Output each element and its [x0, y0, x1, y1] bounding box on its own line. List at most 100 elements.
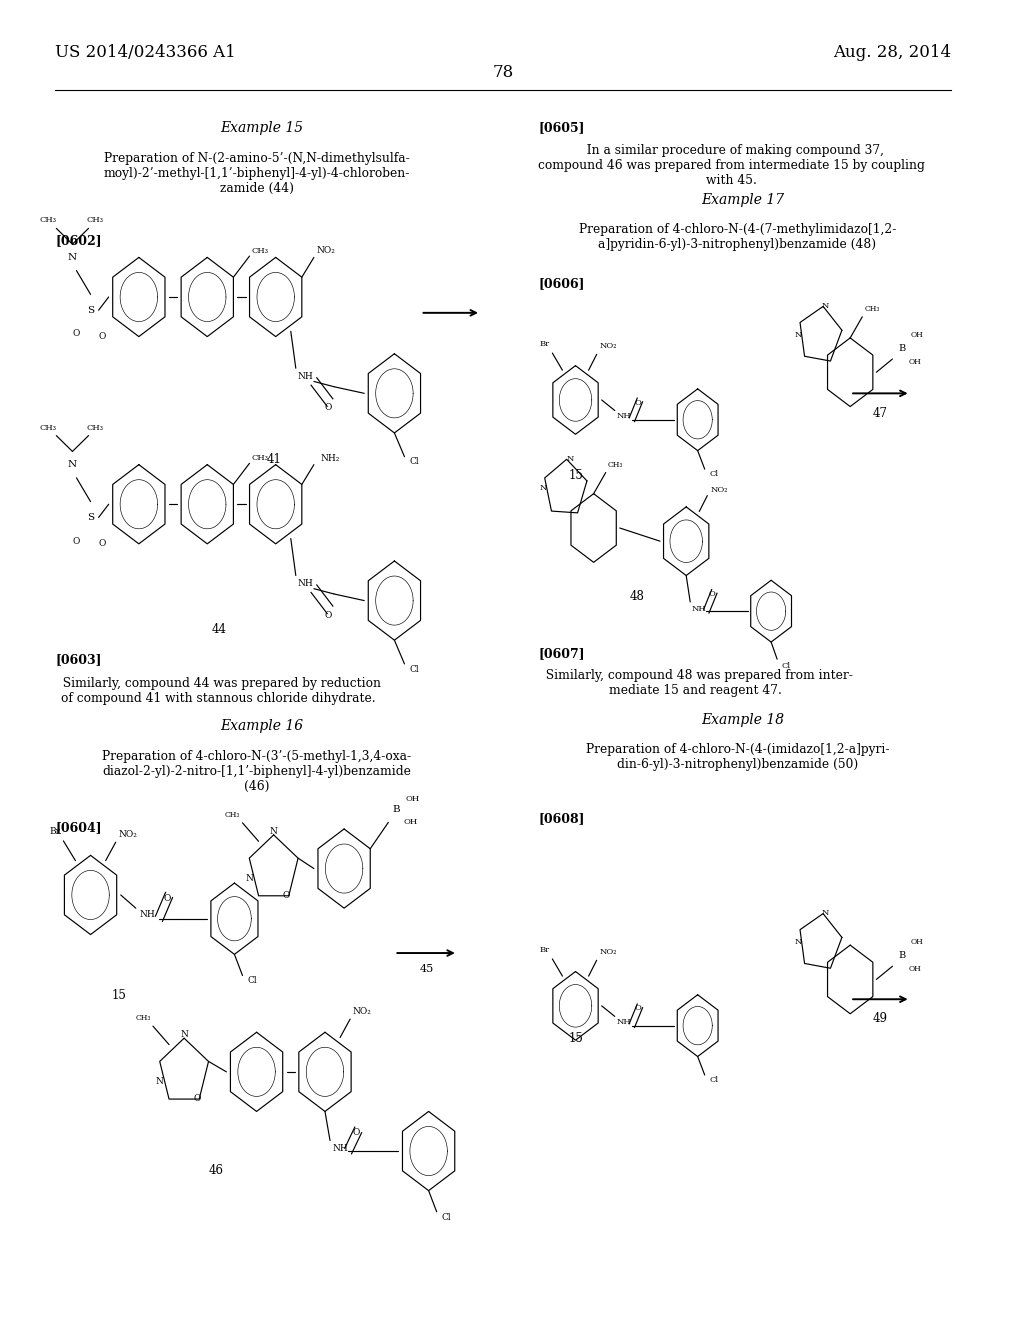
Text: CH₃: CH₃ — [251, 454, 268, 462]
Text: NH: NH — [616, 412, 631, 420]
Text: OH: OH — [403, 818, 418, 826]
Text: O: O — [99, 333, 106, 341]
Text: CH₃: CH₃ — [40, 216, 56, 224]
Text: Preparation of 4-chloro-N-(4-(7-methylimidazo[1,2-
a]pyridin-6-yl)-3-nitrophenyl: Preparation of 4-chloro-N-(4-(7-methylim… — [579, 223, 896, 251]
Text: N: N — [821, 909, 828, 917]
Text: O: O — [73, 537, 80, 545]
Text: S: S — [87, 306, 94, 314]
Text: CH₃: CH₃ — [135, 1014, 151, 1022]
Text: CH₃: CH₃ — [608, 461, 624, 469]
Text: Example 18: Example 18 — [701, 713, 784, 727]
Text: Cl: Cl — [410, 665, 420, 673]
Text: Cl: Cl — [710, 470, 718, 478]
Text: B: B — [899, 952, 906, 960]
Text: OH: OH — [910, 939, 923, 946]
Text: O: O — [325, 404, 332, 412]
Text: 15: 15 — [569, 469, 584, 482]
Text: B: B — [899, 345, 906, 352]
Text: Preparation of N-(2-amino-5’-(N,N-dimethylsulfa-
moyl)-2’-methyl-[1,1’-biphenyl]: Preparation of N-(2-amino-5’-(N,N-dimeth… — [103, 152, 410, 195]
Text: NH: NH — [298, 372, 313, 380]
Text: NH₂: NH₂ — [321, 454, 340, 462]
Text: NO₂: NO₂ — [600, 342, 617, 351]
Text: [0602]: [0602] — [55, 234, 102, 247]
Text: [0606]: [0606] — [539, 277, 585, 290]
Text: O: O — [194, 1094, 201, 1104]
Text: Aug. 28, 2014: Aug. 28, 2014 — [833, 45, 951, 61]
Text: NH: NH — [139, 911, 155, 919]
Text: CH₃: CH₃ — [86, 424, 103, 432]
Text: OH: OH — [908, 965, 921, 973]
Text: CH₃: CH₃ — [864, 305, 880, 313]
Text: 15: 15 — [112, 989, 126, 1002]
Text: NO₂: NO₂ — [600, 948, 617, 957]
Text: [0604]: [0604] — [55, 821, 102, 834]
Text: Similarly, compound 44 was prepared by reduction
of compound 41 with stannous ch: Similarly, compound 44 was prepared by r… — [55, 677, 381, 705]
Text: Preparation of 4-chloro-N-(4-(imidazo[1,2-a]pyri-
din-6-yl)-3-nitrophenyl)benzam: Preparation of 4-chloro-N-(4-(imidazo[1,… — [586, 743, 889, 771]
Text: Cl: Cl — [248, 977, 257, 985]
Text: OH: OH — [910, 331, 923, 339]
Text: N: N — [156, 1077, 164, 1086]
Text: NH: NH — [616, 1018, 631, 1026]
Text: Preparation of 4-chloro-N-(3’-(5-methyl-1,3,4-oxa-
diazol-2-yl)-2-nitro-[1,1’-bi: Preparation of 4-chloro-N-(3’-(5-methyl-… — [102, 750, 411, 793]
Text: CH₃: CH₃ — [251, 247, 268, 255]
Text: O: O — [709, 590, 716, 598]
Text: US 2014/0243366 A1: US 2014/0243366 A1 — [55, 45, 237, 61]
Text: NO₂: NO₂ — [353, 1007, 372, 1015]
Text: N: N — [567, 455, 574, 463]
Text: NO₂: NO₂ — [711, 486, 728, 495]
Text: N: N — [269, 828, 278, 836]
Text: O: O — [635, 399, 641, 407]
Text: [0608]: [0608] — [539, 812, 585, 825]
Text: 46: 46 — [209, 1164, 224, 1177]
Text: NH: NH — [298, 579, 313, 587]
Text: 41: 41 — [266, 453, 282, 466]
Text: 44: 44 — [212, 623, 227, 636]
Text: N: N — [821, 302, 828, 310]
Text: [0603]: [0603] — [55, 653, 101, 667]
Text: N: N — [68, 461, 77, 469]
Text: [0607]: [0607] — [539, 647, 585, 660]
Text: Similarly, compound 48 was prepared from inter-
mediate 15 and reagent 47.: Similarly, compound 48 was prepared from… — [539, 669, 853, 697]
Text: OH: OH — [406, 795, 420, 803]
Text: 47: 47 — [872, 407, 888, 420]
Text: Br: Br — [50, 828, 60, 836]
Text: 48: 48 — [630, 590, 644, 603]
Text: N: N — [794, 331, 802, 339]
Text: Cl: Cl — [410, 458, 420, 466]
Text: NO₂: NO₂ — [316, 247, 336, 255]
Text: O: O — [325, 611, 332, 619]
Text: NO₂: NO₂ — [119, 830, 137, 838]
Text: N: N — [246, 874, 253, 883]
Text: O: O — [283, 891, 290, 900]
Text: Br: Br — [540, 945, 550, 954]
Text: [0605]: [0605] — [539, 121, 585, 135]
Text: 45: 45 — [420, 964, 434, 974]
Text: Example 17: Example 17 — [701, 193, 784, 207]
Text: O: O — [73, 330, 80, 338]
Text: Example 16: Example 16 — [220, 719, 303, 734]
Text: In a similar procedure of making compound 37,
compound 46 was prepared from inte: In a similar procedure of making compoun… — [539, 144, 925, 187]
Text: OH: OH — [908, 358, 921, 366]
Text: N: N — [540, 484, 547, 492]
Text: N: N — [794, 939, 802, 946]
Text: CH₃: CH₃ — [40, 424, 56, 432]
Text: N: N — [180, 1031, 188, 1039]
Text: O: O — [352, 1129, 359, 1137]
Text: B: B — [392, 805, 400, 813]
Text: 15: 15 — [569, 1032, 584, 1045]
Text: 78: 78 — [493, 65, 514, 81]
Text: N: N — [68, 253, 77, 261]
Text: Cl: Cl — [781, 661, 791, 669]
Text: Cl: Cl — [442, 1213, 452, 1221]
Text: S: S — [87, 513, 94, 521]
Text: CH₃: CH₃ — [224, 810, 240, 818]
Text: O: O — [635, 1005, 641, 1012]
Text: CH₃: CH₃ — [86, 216, 103, 224]
Text: O: O — [99, 540, 106, 548]
Text: Br: Br — [540, 339, 550, 348]
Text: 49: 49 — [872, 1012, 888, 1026]
Text: NH: NH — [332, 1144, 348, 1152]
Text: Cl: Cl — [710, 1076, 718, 1084]
Text: O: O — [164, 895, 171, 903]
Text: NH: NH — [692, 605, 707, 612]
